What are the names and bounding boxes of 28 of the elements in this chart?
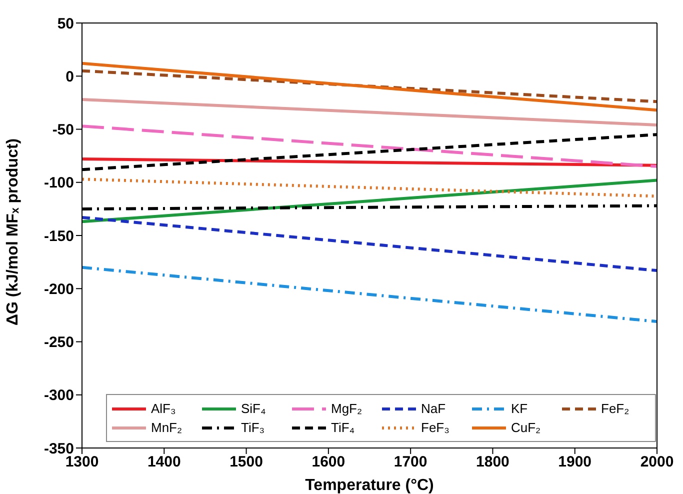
legend-label: FeF₂ [601, 401, 630, 416]
x-tick-label: 1700 [394, 454, 428, 471]
legend-label: MgF₂ [331, 401, 362, 416]
x-axis-title: Temperature (°C) [305, 477, 434, 494]
x-tick-label: 1500 [230, 454, 263, 471]
legend-label: TiF₄ [331, 420, 355, 435]
legend-label: MnF₂ [151, 420, 182, 435]
y-tick-label: -250 [44, 334, 74, 352]
x-tick-label: 2000 [640, 454, 674, 471]
y-tick-label: 50 [57, 15, 74, 32]
y-axis-title: ΔG (kJ/mol MFₓ product) [4, 138, 22, 326]
x-tick-label: 1800 [476, 454, 510, 471]
x-tick-label: 1600 [312, 454, 346, 471]
x-tick-label: 1400 [147, 454, 181, 471]
legend-label: CuF₂ [511, 420, 541, 435]
legend-label: AlF₃ [151, 401, 176, 416]
y-tick-label: 0 [66, 68, 74, 86]
legend-label: NaF [421, 401, 446, 416]
y-tick-label: -50 [52, 122, 74, 139]
y-tick-label: -300 [44, 387, 74, 404]
legend-label: SiF₄ [241, 401, 266, 416]
y-tick-label: -100 [44, 174, 74, 192]
legend-label: KF [511, 401, 528, 416]
x-tick-label: 1900 [558, 454, 592, 471]
y-tick-label: -200 [44, 280, 74, 298]
legend-label: FeF₃ [421, 420, 450, 435]
y-tick-label: -150 [44, 228, 74, 245]
legend-label: TiF₃ [241, 420, 265, 435]
